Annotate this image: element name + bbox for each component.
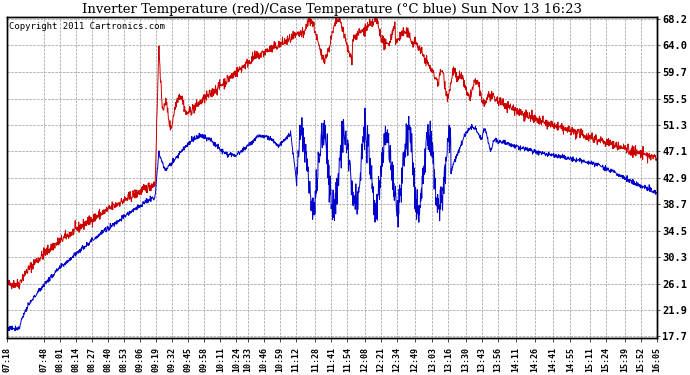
Text: Copyright 2011 Cartronics.com: Copyright 2011 Cartronics.com bbox=[8, 22, 164, 31]
Title: Inverter Temperature (red)/Case Temperature (°C blue) Sun Nov 13 16:23: Inverter Temperature (red)/Case Temperat… bbox=[82, 3, 582, 16]
